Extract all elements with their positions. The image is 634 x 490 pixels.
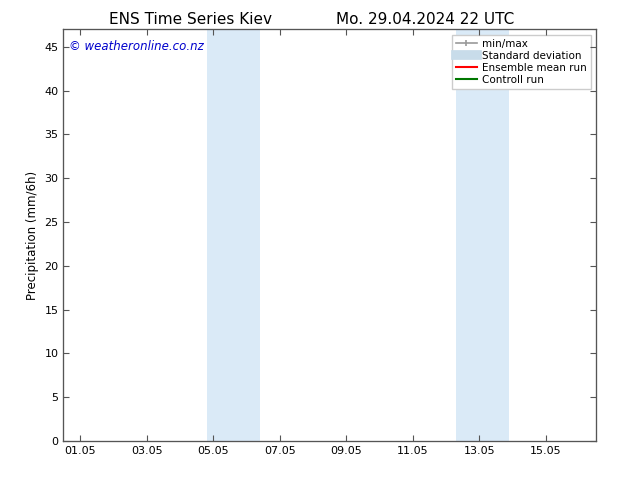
Text: ENS Time Series Kiev: ENS Time Series Kiev [108, 12, 272, 27]
Text: Mo. 29.04.2024 22 UTC: Mo. 29.04.2024 22 UTC [335, 12, 514, 27]
Bar [456, 29, 510, 441]
Text: © weatheronline.co.nz: © weatheronline.co.nz [68, 40, 204, 53]
Y-axis label: Precipitation (mm/6h): Precipitation (mm/6h) [26, 171, 39, 300]
Legend: min/max, Standard deviation, Ensemble mean run, Controll run: min/max, Standard deviation, Ensemble me… [451, 35, 591, 89]
Bar [207, 29, 260, 441]
